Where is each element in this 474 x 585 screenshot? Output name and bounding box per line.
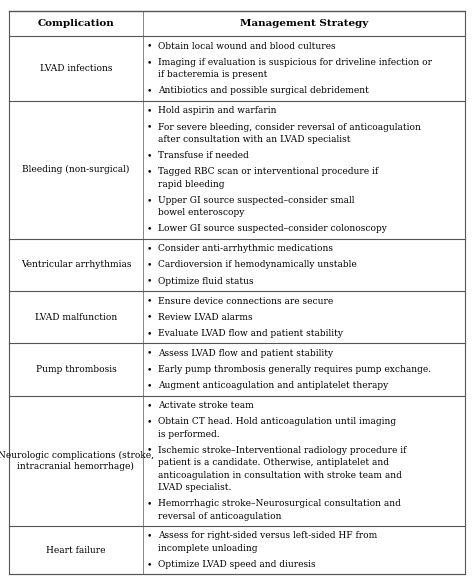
Text: Imaging if evaluation is suspicious for driveline infection or: Imaging if evaluation is suspicious for … [157,58,431,67]
Text: Neurologic complications (stroke,
intracranial hemorrhage): Neurologic complications (stroke, intrac… [0,450,154,471]
Text: •: • [147,381,152,390]
Text: incomplete unloading: incomplete unloading [157,544,257,553]
Text: Augment anticoagulation and antiplatelet therapy: Augment anticoagulation and antiplatelet… [157,381,388,390]
Text: •: • [147,401,152,410]
Text: Management Strategy: Management Strategy [240,19,368,28]
Text: Consider anti-arrhythmic medications: Consider anti-arrhythmic medications [157,245,333,253]
Text: patient is a candidate. Otherwise, antiplatelet and: patient is a candidate. Otherwise, antip… [157,458,389,467]
Text: Hold aspirin and warfarin: Hold aspirin and warfarin [157,106,276,115]
Text: •: • [147,42,152,51]
Text: reversal of anticoagulation: reversal of anticoagulation [157,511,281,521]
Text: Activate stroke team: Activate stroke team [157,401,253,410]
Text: •: • [147,225,152,233]
Text: after consultation with an LVAD specialist: after consultation with an LVAD speciali… [157,135,350,144]
Text: Cardioversion if hemodynamically unstable: Cardioversion if hemodynamically unstabl… [157,260,356,270]
Text: Assess for right-sided versus left-sided HF from: Assess for right-sided versus left-sided… [157,531,377,541]
Text: •: • [147,349,152,358]
Text: Lower GI source suspected–consider colonoscopy: Lower GI source suspected–consider colon… [157,225,386,233]
Text: •: • [147,365,152,374]
Text: LVAD malfunction: LVAD malfunction [35,313,117,322]
Text: Hemorrhagic stroke–Neurosurgical consultation and: Hemorrhagic stroke–Neurosurgical consult… [157,499,401,508]
Text: Obtain local wound and blood cultures: Obtain local wound and blood cultures [157,42,335,51]
Text: Pump thrombosis: Pump thrombosis [36,365,116,374]
Text: •: • [147,499,152,508]
Text: •: • [147,122,152,132]
Text: LVAD infections: LVAD infections [40,64,112,73]
Text: rapid bleeding: rapid bleeding [157,180,224,189]
Text: anticoagulation in consultation with stroke team and: anticoagulation in consultation with str… [157,470,401,480]
Text: •: • [147,446,152,455]
Text: •: • [147,277,152,285]
Text: •: • [147,245,152,253]
Text: •: • [147,297,152,305]
Text: •: • [147,87,152,95]
Text: Early pump thrombosis generally requires pump exchange.: Early pump thrombosis generally requires… [157,365,431,374]
Text: •: • [147,531,152,541]
Text: Tagged RBC scan or interventional procedure if: Tagged RBC scan or interventional proced… [157,167,378,176]
Text: •: • [147,58,152,67]
Text: •: • [147,260,152,270]
Text: Complication: Complication [37,19,114,28]
Text: Ensure device connections are secure: Ensure device connections are secure [157,297,333,305]
Text: •: • [147,106,152,115]
Text: Bleeding (non-surgical): Bleeding (non-surgical) [22,166,129,174]
Text: Evaluate LVAD flow and patient stability: Evaluate LVAD flow and patient stability [157,329,343,338]
Text: Upper GI source suspected–consider small: Upper GI source suspected–consider small [157,196,354,205]
Text: bowel enteroscopy: bowel enteroscopy [157,208,244,217]
Text: Heart failure: Heart failure [46,546,106,555]
Text: Obtain CT head. Hold anticoagulation until imaging: Obtain CT head. Hold anticoagulation unt… [157,417,396,426]
Text: if bacteremia is present: if bacteremia is present [157,70,267,80]
Text: •: • [147,196,152,205]
Text: LVAD specialist.: LVAD specialist. [157,483,231,492]
Text: is performed.: is performed. [157,429,219,439]
Text: For severe bleeding, consider reversal of anticoagulation: For severe bleeding, consider reversal o… [157,122,420,132]
Text: •: • [147,417,152,426]
Text: Transfuse if needed: Transfuse if needed [157,151,248,160]
Text: Assess LVAD flow and patient stability: Assess LVAD flow and patient stability [157,349,333,358]
Text: •: • [147,560,152,569]
Text: Optimize fluid status: Optimize fluid status [157,277,253,285]
Text: •: • [147,167,152,176]
Text: •: • [147,151,152,160]
Text: •: • [147,329,152,338]
Text: Optimize LVAD speed and diuresis: Optimize LVAD speed and diuresis [157,560,315,569]
Text: •: • [147,313,152,322]
Text: Ischemic stroke–Interventional radiology procedure if: Ischemic stroke–Interventional radiology… [157,446,406,455]
Text: Review LVAD alarms: Review LVAD alarms [157,313,252,322]
Text: Antibiotics and possible surgical debridement: Antibiotics and possible surgical debrid… [157,87,368,95]
Text: Ventricular arrhythmias: Ventricular arrhythmias [21,260,131,270]
